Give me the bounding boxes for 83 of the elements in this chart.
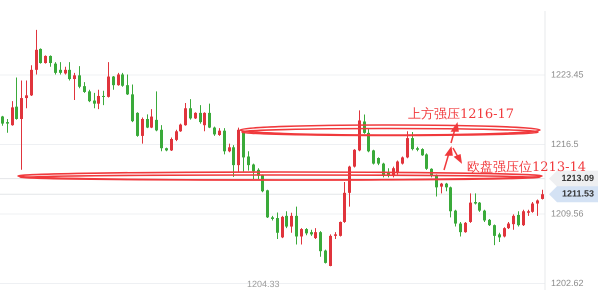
candlestick [213,126,216,136]
candlestick [78,66,81,89]
y-tick-label: 1223.45 [551,69,584,80]
annotation: 欧盘强压位1213-14 [467,159,586,175]
candlestick [112,75,115,90]
candlestick [39,48,42,64]
candlestick [83,82,86,94]
candlestick [425,152,428,170]
y-tick-label: 1216.5 [551,138,579,149]
ref-line-label: 1211.53 [562,188,594,199]
candlestick [247,150,250,172]
candlestick [464,221,467,234]
candlestick [146,114,149,129]
y-tick-label: 1202.62 [551,278,584,288]
candlestick [406,130,409,159]
candlestick [522,209,525,227]
candlestick [150,108,153,129]
candlestick [126,74,129,96]
candlestick [232,144,235,178]
y-tick-label: 1209.56 [551,208,584,218]
candlestick [536,199,539,216]
candlestick [6,118,9,134]
candlestick [285,210,288,229]
candlestick [531,202,534,214]
candlestick [208,103,211,129]
candlestick [117,72,120,86]
candlestick [353,148,356,168]
annotation: 上方强压1216-17 [408,106,514,123]
candlestick [141,116,144,144]
candlestick [459,221,462,237]
candlestick [1,115,4,126]
candlestick [281,215,284,239]
candlestick [372,149,375,166]
candlestick [541,189,544,200]
candlestick [449,186,452,218]
candlestick [199,104,202,124]
candlestick [136,112,139,138]
candlestick [252,163,255,180]
candlestick [295,206,298,245]
candlestick [203,112,206,132]
candlestick [35,29,38,75]
candlestick [498,232,501,242]
candlestick [300,228,303,245]
candlestick [512,214,515,230]
candlestick [11,100,14,126]
ref-line-label: 1213.09 [561,173,594,184]
candlestick [319,230,322,258]
candlestick [276,212,279,240]
candlestick [223,128,226,155]
candlestick [49,54,52,68]
candlestick [107,62,110,98]
candlestick [189,98,192,120]
candlestick [503,226,506,238]
candlestick [15,76,18,120]
candlestick [454,209,457,228]
candlestick [440,182,443,194]
annotation: 1204.33 [247,279,280,289]
candlestick [88,89,91,103]
candlestick [290,212,293,234]
candlestick [93,92,96,109]
candlestick [184,102,187,126]
candlestick [483,209,486,222]
candlestick [102,90,105,106]
candlestick [20,80,23,170]
candlestick [25,80,28,109]
candlestick [339,220,342,237]
candlestick [59,62,62,75]
candlestick [97,89,100,110]
candlestick [493,224,496,246]
candlestick [314,228,317,240]
candlestick [175,129,178,142]
candlestick [170,136,173,152]
candlestick [155,90,158,132]
candlestick [160,124,163,152]
candlestick [469,192,472,224]
candlestick [411,131,414,151]
candlestick [54,62,57,75]
candlestick [73,72,76,100]
candlestick [121,72,124,88]
candlestick [68,62,71,82]
candlestick [324,249,327,264]
candlestick [517,210,520,228]
candlestick [478,202,481,212]
